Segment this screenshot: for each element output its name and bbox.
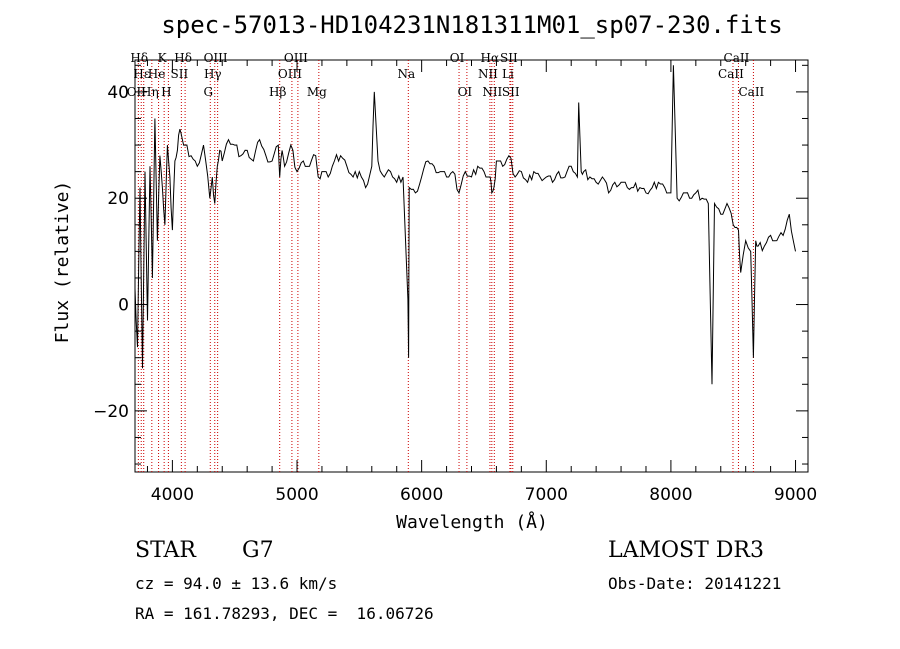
line-label-14: OIII bbox=[284, 51, 308, 65]
line-label-24: SII bbox=[502, 85, 520, 99]
line-label-25: CaII bbox=[718, 67, 744, 81]
y-tick-label-3: 40 bbox=[107, 83, 129, 103]
x-tick-label-1: 5000 bbox=[275, 485, 318, 505]
line-label-10: Hγ bbox=[204, 67, 222, 81]
observation-date: Obs-Date: 20141221 bbox=[608, 574, 782, 593]
line-label-6: H bbox=[161, 85, 171, 99]
object-class: STAR bbox=[135, 538, 196, 563]
line-label-8: Hδ bbox=[174, 51, 192, 65]
x-tick-label-3: 7000 bbox=[525, 485, 568, 505]
survey-name: LAMOST DR3 bbox=[608, 538, 764, 563]
line-label-26: CaII bbox=[724, 51, 750, 65]
line-label-15: Mg bbox=[307, 85, 327, 99]
line-label-17: OI bbox=[450, 51, 465, 65]
line-label-18: OI bbox=[458, 85, 473, 99]
line-label-11: OIII bbox=[204, 51, 228, 65]
flux-series-line bbox=[134, 65, 796, 385]
coordinates: RA = 161.78293, DEC = 16.06726 bbox=[135, 604, 434, 623]
y-tick-label-1: 0 bbox=[118, 296, 129, 316]
line-label-5: K bbox=[158, 51, 168, 65]
x-axis-ticks: 4000 5000 6000 7000 8000 9000 bbox=[146, 60, 817, 505]
y-axis-ticks: −20 0 20 40 bbox=[93, 64, 808, 465]
y-tick-label-0: −20 bbox=[93, 402, 129, 422]
line-label-20: Hα bbox=[481, 51, 500, 65]
line-label-3: Hη bbox=[141, 85, 159, 99]
x-tick-label-4: 8000 bbox=[649, 485, 692, 505]
x-tick-label-2: 6000 bbox=[400, 485, 443, 505]
line-label-21: NII bbox=[482, 85, 502, 99]
line-label-27: CaII bbox=[738, 85, 764, 99]
spectral-line-markers bbox=[137, 60, 754, 472]
line-label-4: He bbox=[148, 67, 166, 81]
object-subclass: G7 bbox=[242, 538, 274, 563]
line-label-7: SII bbox=[171, 67, 189, 81]
line-label-2: Hε bbox=[133, 67, 150, 81]
line-label-19: NII bbox=[478, 67, 498, 81]
line-label-13: OIII bbox=[278, 67, 302, 81]
line-label-22: SII bbox=[500, 51, 518, 65]
chart-title: spec-57013-HD104231N181311M01_sp07-230.f… bbox=[161, 11, 782, 39]
x-tick-label-5: 9000 bbox=[774, 485, 817, 505]
line-label-12: Hβ bbox=[269, 85, 286, 99]
y-tick-label-2: 20 bbox=[107, 189, 129, 209]
line-label-23: Li bbox=[502, 67, 514, 81]
x-axis-label: Wavelength (Å) bbox=[396, 511, 548, 533]
x-tick-label-0: 4000 bbox=[151, 485, 194, 505]
line-label-0: Hδ bbox=[130, 51, 148, 65]
line-label-9: G bbox=[203, 85, 213, 99]
line-label-16: Na bbox=[397, 67, 415, 81]
plot-frame bbox=[134, 59, 809, 473]
y-axis-label: Flux (relative) bbox=[52, 181, 73, 344]
spectral-line-labels: HδOIIHεHηHeKHSIIHδGHγOIIIHβOIIIOIIIMgNaO… bbox=[127, 51, 765, 99]
redshift-velocity: cz = 94.0 ± 13.6 km/s bbox=[135, 574, 338, 593]
